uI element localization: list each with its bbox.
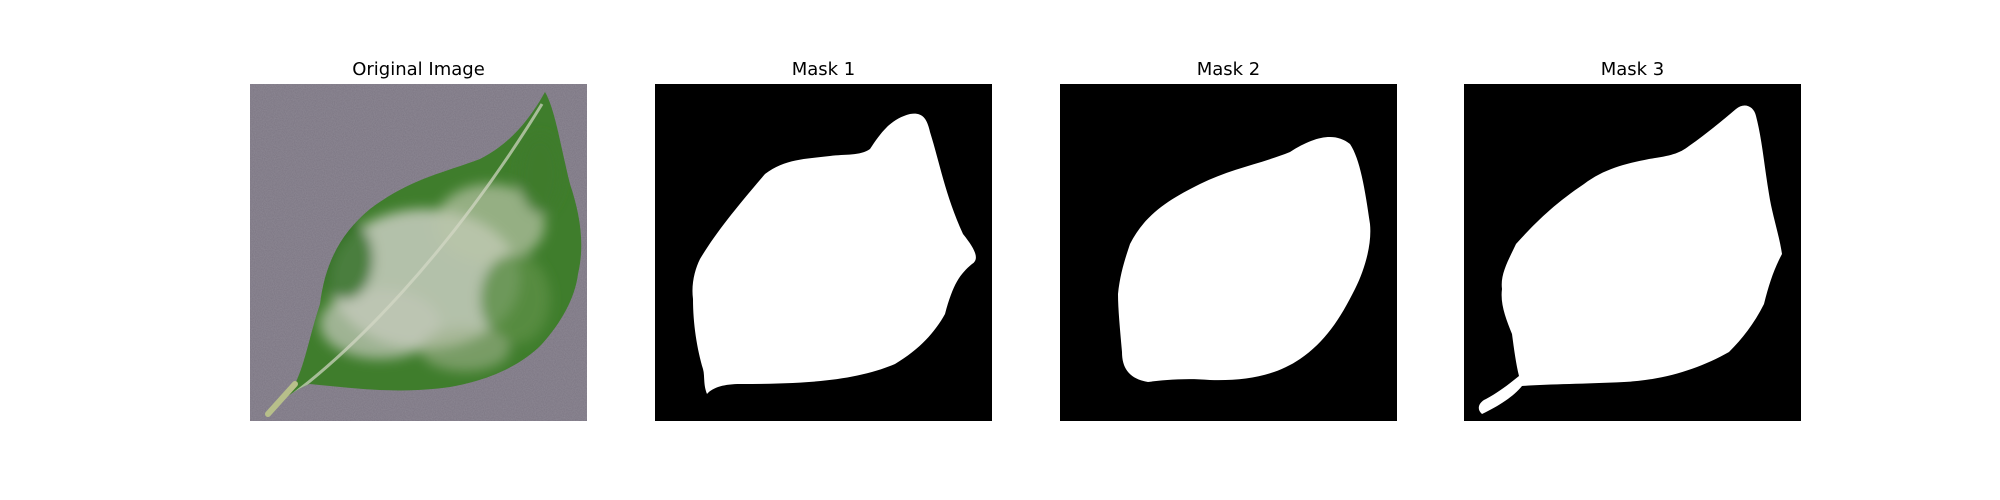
mask-2-title: Mask 2 (1196, 59, 1261, 80)
original-image-title: Original Image (352, 59, 485, 80)
mask-1-image (655, 84, 992, 421)
original-image-panel: Original Image (250, 56, 587, 421)
mask-2-panel: Mask 2 (1060, 56, 1397, 421)
mask-2-region (1118, 137, 1371, 382)
mask-3-region (1478, 105, 1782, 414)
mask-3-title: Mask 3 (1600, 59, 1665, 80)
leaf-stem (265, 381, 298, 417)
mask-1-title: Mask 1 (791, 59, 856, 80)
mask-3-image (1464, 84, 1801, 421)
original-leaf-photo (250, 84, 587, 421)
mask-1-region (692, 113, 976, 395)
mask-1-panel: Mask 1 (655, 56, 992, 421)
mask-2-image (1060, 84, 1397, 421)
mask-3-panel: Mask 3 (1464, 56, 1801, 421)
